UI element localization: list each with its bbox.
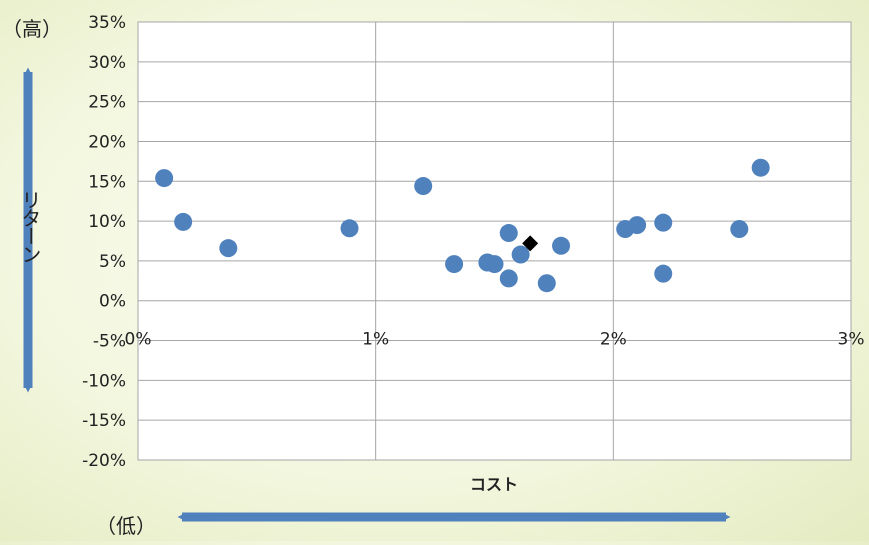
x-tick-label: 3% bbox=[838, 330, 865, 350]
x-tick-label: 2% bbox=[600, 330, 627, 350]
data-point bbox=[340, 219, 359, 238]
data-point bbox=[511, 245, 530, 264]
y-tick-label: 5% bbox=[99, 252, 126, 272]
y-axis-label: リターン bbox=[18, 190, 42, 262]
x-tick-label: 0% bbox=[125, 330, 152, 350]
y-tick-label: 10% bbox=[88, 212, 126, 232]
y-tick-label: -15% bbox=[82, 411, 126, 431]
gridlines bbox=[137, 21, 852, 461]
y-tick-label: 30% bbox=[88, 53, 126, 73]
y-tick-label: 35% bbox=[88, 13, 126, 33]
y-tick-label: 15% bbox=[88, 172, 126, 192]
data-point bbox=[445, 255, 464, 274]
y-tick-label: -10% bbox=[82, 371, 126, 391]
y-tick-label: 25% bbox=[88, 93, 126, 113]
data-point bbox=[219, 239, 238, 258]
highlight-point bbox=[522, 235, 539, 252]
x-axis-label: コスト bbox=[470, 475, 518, 494]
data-point bbox=[552, 236, 571, 255]
data-point bbox=[654, 264, 673, 283]
data-point bbox=[485, 255, 504, 274]
data-point bbox=[174, 212, 193, 231]
y-axis-high-label: （高） bbox=[2, 17, 62, 41]
y-tick-label: -5% bbox=[93, 332, 126, 352]
data-point bbox=[414, 177, 433, 196]
data-point bbox=[654, 213, 673, 232]
data-point bbox=[628, 216, 647, 235]
y-tick-label: -20% bbox=[82, 451, 126, 471]
x-tick-label: 1% bbox=[362, 330, 389, 350]
x-tick-labels: 0% 1% 2% 3% bbox=[125, 330, 865, 350]
data-point bbox=[537, 274, 556, 293]
data-point bbox=[499, 224, 518, 243]
data-point bbox=[751, 158, 770, 177]
data-point bbox=[499, 269, 518, 288]
y-tick-label: 0% bbox=[99, 292, 126, 312]
x-axis-low-label: （低） bbox=[96, 514, 156, 538]
data-point bbox=[155, 169, 174, 188]
data-points bbox=[155, 158, 770, 293]
plot-background bbox=[137, 21, 852, 461]
y-tick-labels: 35% 30% 25% 20% 15% 10% 5% 0% -5% -10% -15% -20% bbox=[82, 13, 126, 471]
data-point bbox=[730, 220, 749, 239]
y-tick-label: 20% bbox=[88, 132, 126, 152]
